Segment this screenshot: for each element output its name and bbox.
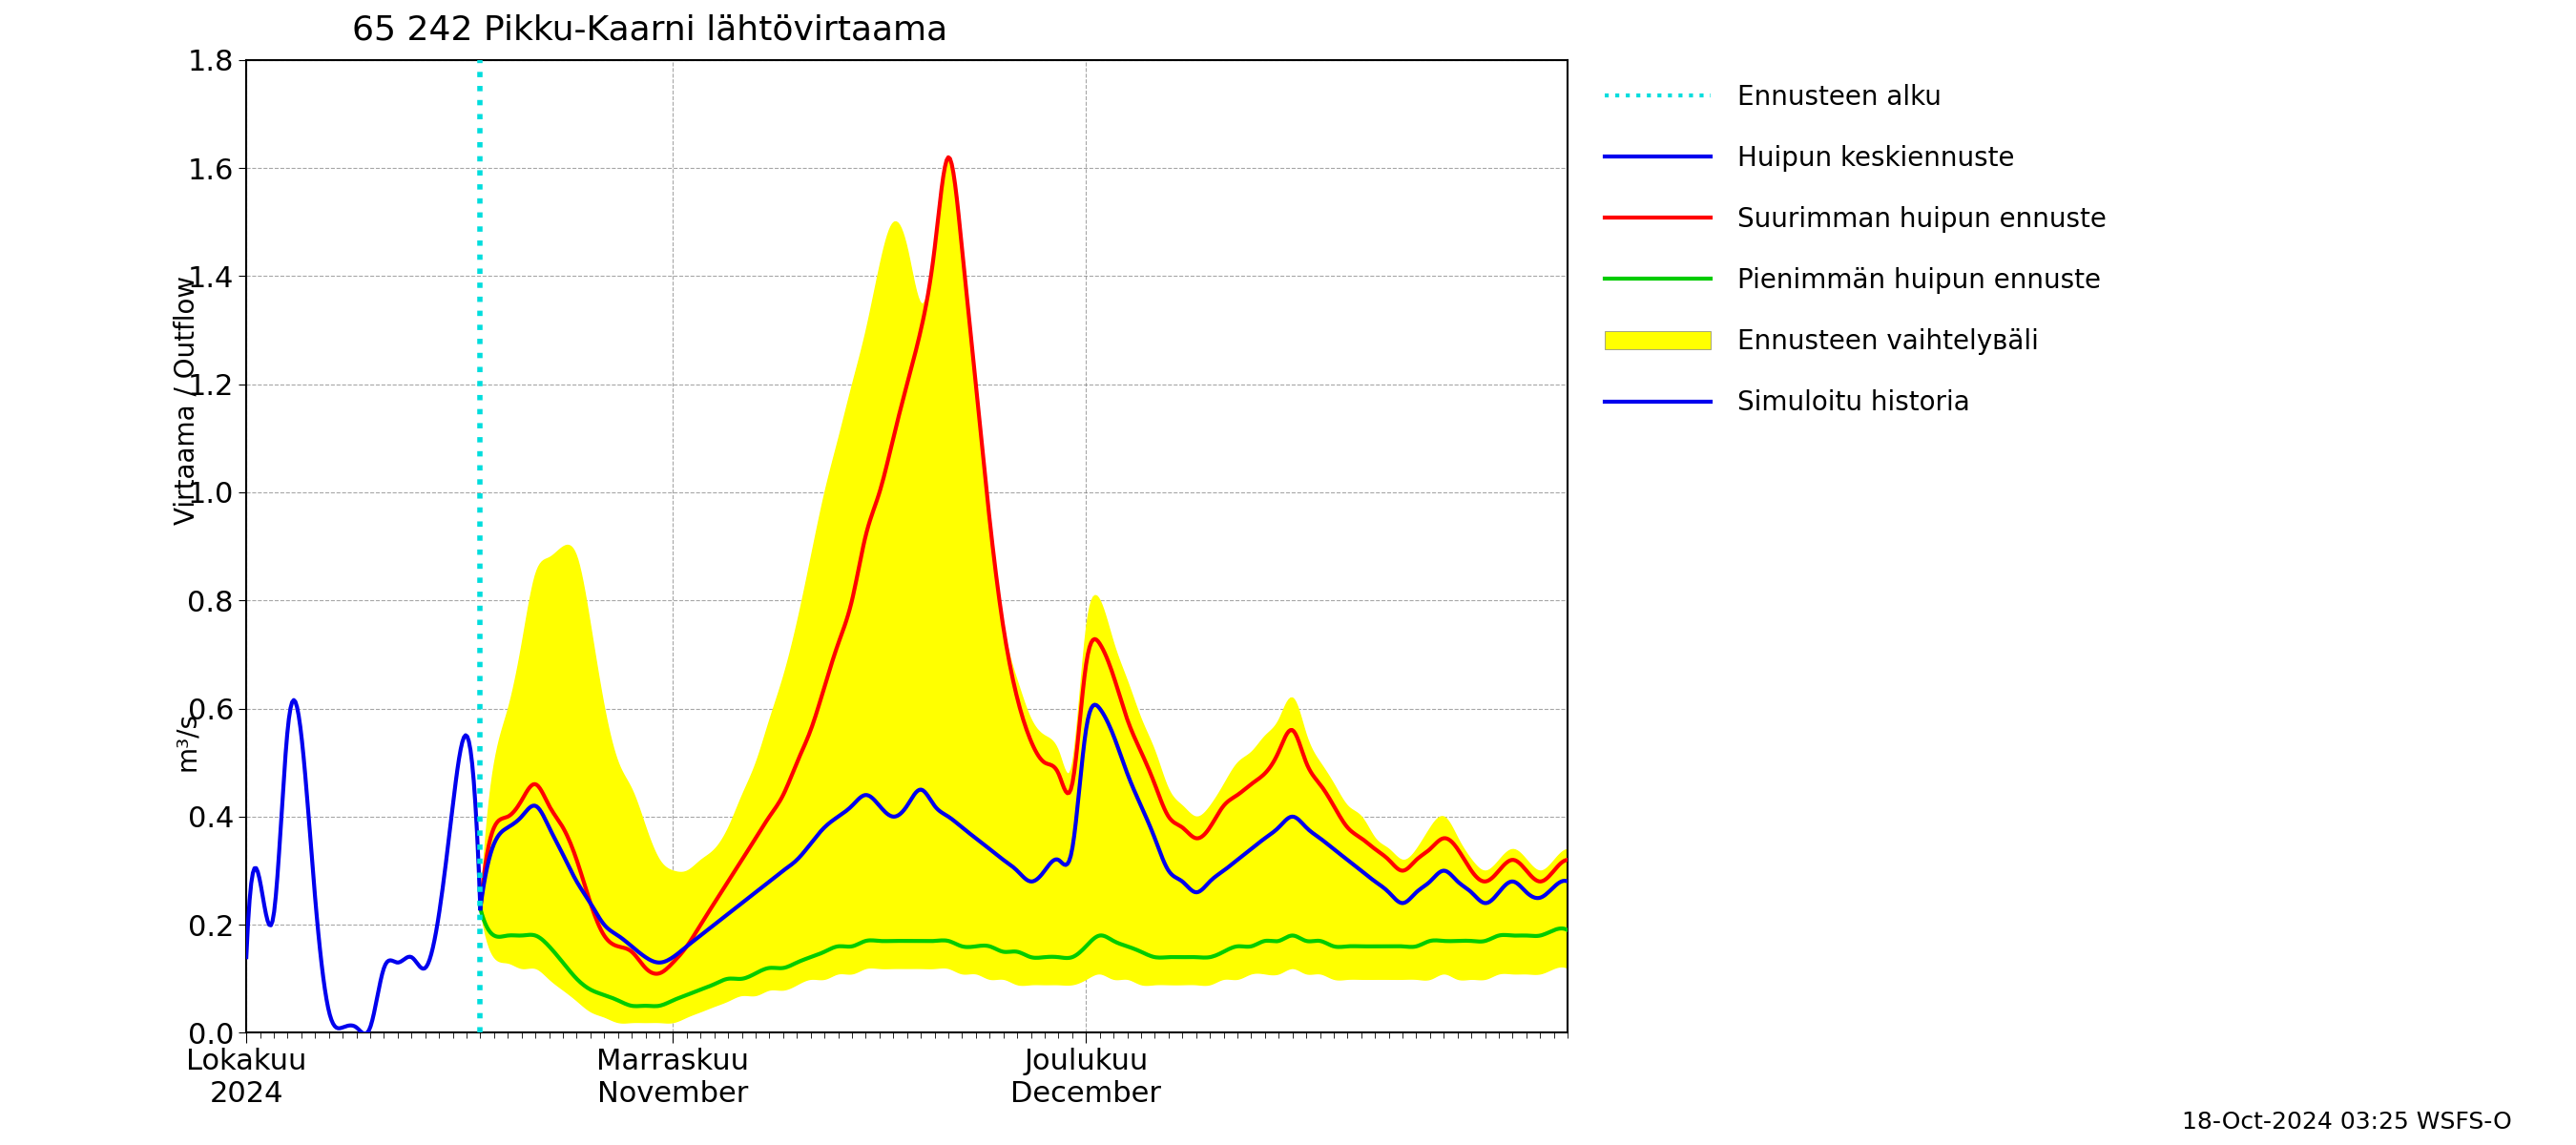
Legend: Ennusteen alku, Huipun keskiennuste, Suurimman huipun ennuste, Pienimmän huipun : Ennusteen alku, Huipun keskiennuste, Suu… <box>1595 73 2117 427</box>
Text: m³/s: m³/s <box>173 711 201 771</box>
Text: 18-Oct-2024 03:25 WSFS-O: 18-Oct-2024 03:25 WSFS-O <box>2182 1111 2512 1134</box>
Text: Virtaama / Outflow: Virtaama / Outflow <box>173 276 201 526</box>
Text: 65 242 Pikku-Kaarni lähtövirtaama: 65 242 Pikku-Kaarni lähtövirtaama <box>353 14 948 47</box>
